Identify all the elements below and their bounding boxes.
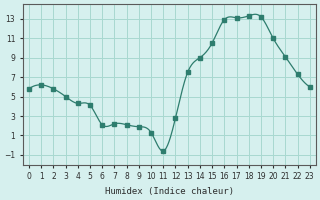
X-axis label: Humidex (Indice chaleur): Humidex (Indice chaleur) <box>105 187 234 196</box>
